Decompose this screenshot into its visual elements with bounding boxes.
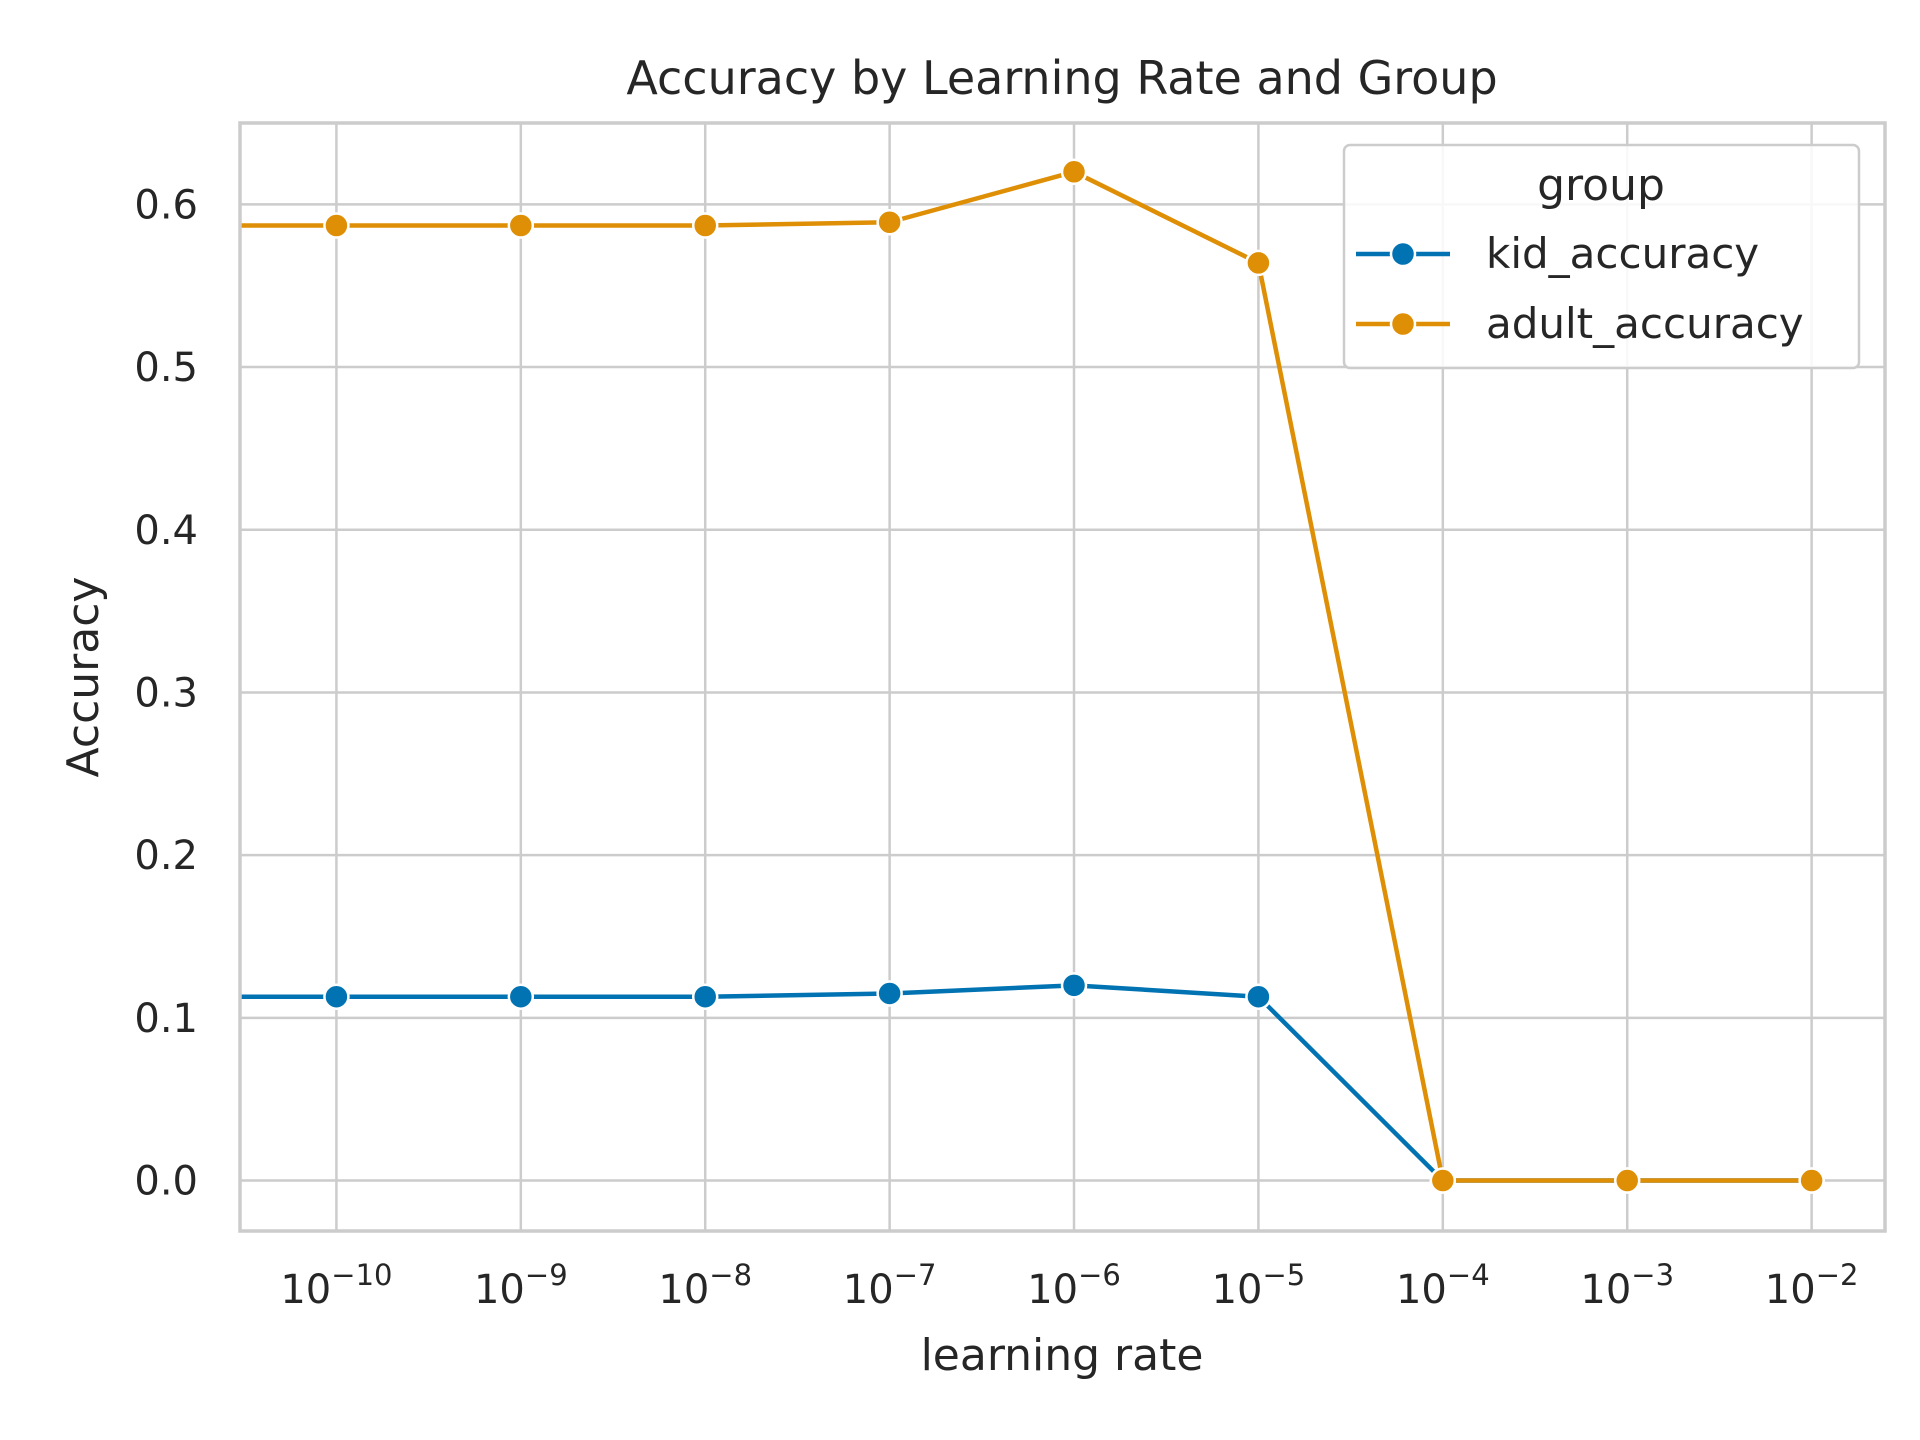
legend-marker-swatch xyxy=(1389,310,1417,338)
x-axis-label: learning rate xyxy=(921,1330,1204,1381)
y-tick-label: 0.1 xyxy=(134,996,198,1042)
y-axis-ticks: 0.0 0.1 0.2 0.3 0.4 0.5 0.6 xyxy=(134,182,198,1204)
x-tick-exponent: −3 xyxy=(1631,1258,1674,1292)
data-point-adult_accuracy xyxy=(507,212,535,239)
data-point-adult_accuracy xyxy=(1798,1167,1825,1194)
series-line-adult_accuracy xyxy=(240,169,1812,1183)
data-point-kid_accuracy xyxy=(323,983,350,1010)
x-tick-label: 10−3 xyxy=(1580,1258,1674,1313)
y-tick-label: 0.0 xyxy=(134,1159,198,1205)
legend: group kid_accuracy adult_accuracy xyxy=(1342,143,1861,370)
x-tick-label: 10−2 xyxy=(1765,1258,1859,1313)
data-point-adult_accuracy xyxy=(1245,249,1272,277)
data-point-adult_accuracy xyxy=(691,212,719,239)
x-tick-exponent: −7 xyxy=(894,1258,937,1292)
chart-title: Accuracy by Learning Rate and Group xyxy=(626,51,1497,105)
x-tick-base: 10 xyxy=(1765,1267,1816,1313)
series-layer xyxy=(240,158,1825,1194)
legend-entries: kid_accuracy adult_accuracy xyxy=(1356,229,1804,348)
x-tick-base: 10 xyxy=(658,1267,709,1313)
y-axis-label: Accuracy xyxy=(58,577,109,778)
legend-label: adult_accuracy xyxy=(1486,299,1804,348)
series-adult_accuracy xyxy=(240,158,1825,1194)
x-axis-ticks: 10−10 10−9 10−8 10−7 10−6 10−5 10−4 10−3 10−2 xyxy=(280,1258,1858,1313)
x-tick-exponent: −8 xyxy=(709,1258,752,1292)
plot-frame xyxy=(238,121,1887,1233)
x-tick-exponent: −6 xyxy=(1078,1258,1121,1292)
data-point-adult_accuracy xyxy=(876,208,903,236)
legend-marker-swatch xyxy=(1389,240,1417,268)
y-tick-label: 0.2 xyxy=(134,833,198,879)
x-tick-base: 10 xyxy=(843,1267,894,1313)
legend-box xyxy=(1342,143,1861,370)
series-kid_accuracy xyxy=(240,972,1825,1194)
data-point-adult_accuracy xyxy=(1429,1167,1457,1194)
x-tick-exponent: −5 xyxy=(1262,1258,1305,1292)
legend-entry: kid_accuracy xyxy=(1356,229,1759,278)
x-tick-label: 10−4 xyxy=(1396,1258,1490,1313)
x-tick-exponent: −2 xyxy=(1816,1258,1859,1292)
x-tick-base: 10 xyxy=(280,1267,331,1313)
data-point-kid_accuracy xyxy=(1245,983,1272,1010)
x-tick-exponent: −10 xyxy=(331,1258,392,1292)
x-tick-label: 10−5 xyxy=(1212,1258,1306,1313)
x-tick-base: 10 xyxy=(1396,1267,1447,1313)
grid xyxy=(240,123,1885,1231)
data-point-kid_accuracy xyxy=(691,983,719,1010)
y-tick-label: 0.6 xyxy=(134,182,198,228)
data-point-kid_accuracy xyxy=(876,980,903,1007)
x-tick-label: 10−10 xyxy=(280,1258,392,1313)
data-point-adult_accuracy xyxy=(1613,1167,1641,1194)
series-line-kid_accuracy xyxy=(240,983,1812,1183)
legend-title: group xyxy=(1537,160,1665,211)
data-point-adult_accuracy xyxy=(323,212,350,239)
x-tick-label: 10−7 xyxy=(843,1258,937,1313)
x-tick-label: 10−9 xyxy=(474,1258,568,1313)
data-point-adult_accuracy xyxy=(1060,158,1088,186)
y-tick-label: 0.4 xyxy=(134,508,198,554)
y-tick-label: 0.3 xyxy=(134,670,198,716)
data-point-kid_accuracy xyxy=(507,983,535,1010)
x-tick-exponent: −9 xyxy=(525,1258,568,1292)
legend-label: kid_accuracy xyxy=(1486,229,1759,278)
x-tick-base: 10 xyxy=(1580,1267,1631,1313)
data-point-kid_accuracy xyxy=(1060,972,1088,999)
x-tick-base: 10 xyxy=(1027,1267,1078,1313)
x-tick-label: 10−8 xyxy=(658,1258,752,1313)
x-tick-base: 10 xyxy=(1212,1267,1263,1313)
x-tick-label: 10−6 xyxy=(1027,1258,1121,1313)
y-tick-label: 0.5 xyxy=(134,345,198,391)
legend-entry: adult_accuracy xyxy=(1356,299,1804,348)
x-tick-base: 10 xyxy=(474,1267,525,1313)
x-tick-exponent: −4 xyxy=(1447,1258,1490,1292)
